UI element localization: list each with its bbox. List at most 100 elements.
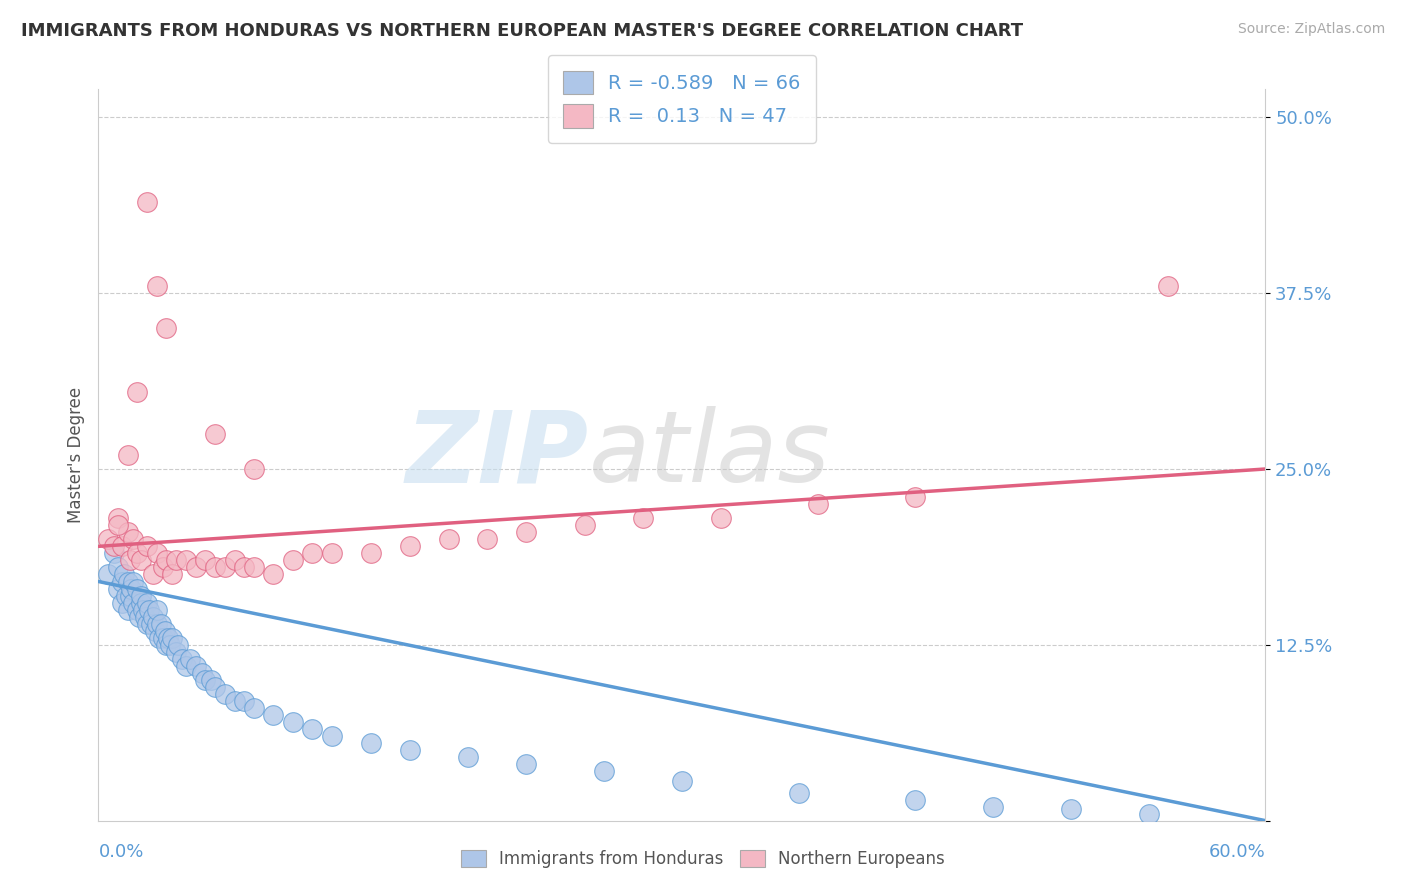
Point bbox=[190, 665, 212, 680]
Point bbox=[146, 279, 169, 293]
Text: 60.0%: 60.0% bbox=[1209, 843, 1265, 861]
Point bbox=[515, 525, 537, 540]
Point bbox=[107, 582, 129, 596]
Point bbox=[114, 589, 136, 603]
Point bbox=[807, 497, 830, 511]
Y-axis label: Master's Degree: Master's Degree bbox=[66, 387, 84, 523]
Point bbox=[301, 723, 323, 737]
Point bbox=[167, 638, 190, 652]
Point bbox=[321, 546, 343, 560]
Point bbox=[262, 708, 284, 723]
Point bbox=[111, 596, 134, 610]
Point bbox=[103, 546, 125, 560]
Point bbox=[243, 701, 266, 715]
Point bbox=[710, 511, 733, 525]
Point bbox=[281, 715, 304, 730]
Point bbox=[117, 574, 139, 589]
Point bbox=[398, 743, 420, 757]
Point bbox=[243, 462, 266, 476]
Point bbox=[139, 616, 162, 631]
Text: atlas: atlas bbox=[589, 407, 830, 503]
Point bbox=[165, 553, 187, 567]
Point bbox=[127, 582, 149, 596]
Point bbox=[122, 596, 145, 610]
Point bbox=[148, 631, 170, 645]
Point bbox=[146, 546, 169, 560]
Point bbox=[301, 546, 323, 560]
Point bbox=[184, 560, 207, 574]
Point bbox=[593, 764, 616, 779]
Point bbox=[184, 659, 207, 673]
Point bbox=[437, 533, 460, 547]
Point bbox=[136, 596, 159, 610]
Point bbox=[136, 616, 159, 631]
Point bbox=[904, 792, 927, 806]
Point bbox=[152, 631, 174, 645]
Point bbox=[142, 567, 165, 582]
Point bbox=[107, 518, 129, 533]
Point bbox=[146, 616, 169, 631]
Point bbox=[174, 553, 197, 567]
Point bbox=[515, 757, 537, 772]
Point bbox=[155, 553, 177, 567]
Point bbox=[152, 560, 174, 574]
Point bbox=[262, 567, 284, 582]
Point bbox=[155, 321, 177, 335]
Point bbox=[107, 560, 129, 574]
Text: 0.0%: 0.0% bbox=[98, 843, 143, 861]
Point bbox=[129, 553, 152, 567]
Point bbox=[107, 511, 129, 525]
Legend: Immigrants from Honduras, Northern Europeans: Immigrants from Honduras, Northern Europ… bbox=[454, 843, 952, 875]
Point bbox=[233, 694, 256, 708]
Point bbox=[157, 631, 180, 645]
Point bbox=[155, 638, 177, 652]
Point bbox=[121, 582, 143, 596]
Point bbox=[129, 589, 152, 603]
Point bbox=[136, 194, 159, 209]
Point bbox=[97, 533, 120, 547]
Point bbox=[128, 609, 150, 624]
Point bbox=[214, 687, 236, 701]
Point bbox=[122, 533, 145, 547]
Point bbox=[149, 616, 172, 631]
Point bbox=[179, 652, 201, 666]
Point bbox=[1060, 802, 1083, 816]
Point bbox=[143, 624, 166, 638]
Point bbox=[117, 525, 139, 540]
Text: IMMIGRANTS FROM HONDURAS VS NORTHERN EUROPEAN MASTER'S DEGREE CORRELATION CHART: IMMIGRANTS FROM HONDURAS VS NORTHERN EUR… bbox=[21, 22, 1024, 40]
Point bbox=[360, 546, 382, 560]
Point bbox=[981, 799, 1004, 814]
Point bbox=[122, 574, 145, 589]
Point bbox=[117, 602, 139, 616]
Point bbox=[398, 539, 420, 553]
Point bbox=[162, 631, 184, 645]
Point bbox=[112, 567, 135, 582]
Point bbox=[134, 609, 156, 624]
Point bbox=[631, 511, 654, 525]
Point bbox=[360, 736, 382, 750]
Point bbox=[159, 638, 181, 652]
Point bbox=[136, 539, 159, 553]
Point bbox=[204, 560, 226, 574]
Point bbox=[904, 490, 927, 504]
Point bbox=[165, 645, 187, 659]
Point bbox=[146, 602, 169, 616]
Point bbox=[103, 539, 125, 553]
Point bbox=[142, 609, 165, 624]
Point bbox=[170, 652, 193, 666]
Text: Source: ZipAtlas.com: Source: ZipAtlas.com bbox=[1237, 22, 1385, 37]
Point bbox=[118, 553, 141, 567]
Point bbox=[117, 448, 139, 462]
Point bbox=[477, 533, 499, 547]
Point bbox=[233, 560, 256, 574]
Point bbox=[132, 602, 155, 616]
Legend: R = -0.589   N = 66, R =  0.13   N = 47: R = -0.589 N = 66, R = 0.13 N = 47 bbox=[548, 55, 815, 144]
Point bbox=[224, 553, 246, 567]
Point bbox=[281, 553, 304, 567]
Text: ZIP: ZIP bbox=[405, 407, 589, 503]
Point bbox=[1157, 279, 1180, 293]
Point bbox=[574, 518, 596, 533]
Point bbox=[97, 567, 120, 582]
Point bbox=[214, 560, 236, 574]
Point bbox=[194, 553, 217, 567]
